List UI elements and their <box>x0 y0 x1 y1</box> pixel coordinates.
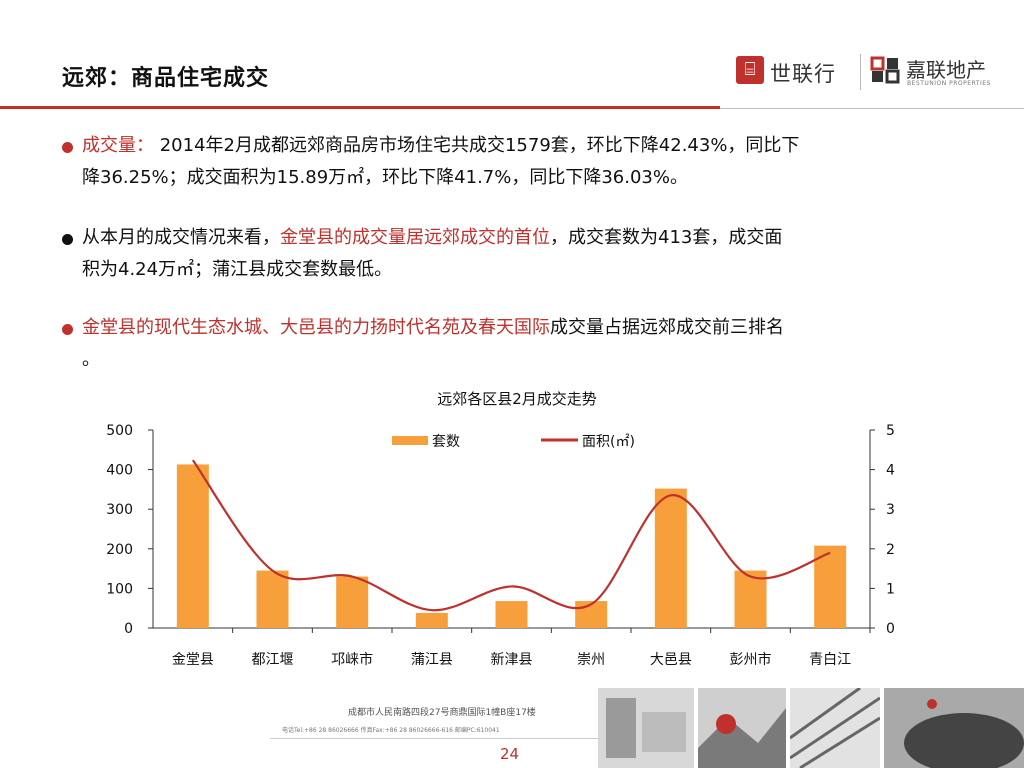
page-number: 24 <box>500 745 520 763</box>
bestunion-logo-text: 嘉联地产 <box>906 58 986 82</box>
footer-contact: 电话Tel:+86 28 86026666 传真Fax:+86 28 86026… <box>282 727 500 734</box>
bullet-text-post: 成交量占据远郊成交前三排名 <box>550 317 784 338</box>
bar <box>415 612 448 628</box>
legend-label-bar: 套数 <box>432 434 460 450</box>
x-tick-label: 大邑县 <box>650 652 692 668</box>
x-tick-label: 金堂县 <box>172 652 214 668</box>
y-tick-label-right: 0 <box>886 621 895 637</box>
x-tick-label: 崇州 <box>577 652 605 668</box>
bullet-text-pre: 从本月的成交情况来看， <box>82 227 280 248</box>
bullet-highlight: 金堂县的现代生态水城、大邑县的力扬时代名苑及春天国际 <box>82 317 550 338</box>
y-tick-label-right: 4 <box>886 463 895 479</box>
photo-thumbnail <box>790 688 880 768</box>
y-tick-label-right: 5 <box>886 423 895 439</box>
shilianhang-logo-text: 世联行 <box>770 62 836 86</box>
legend-swatch-bar <box>392 436 428 445</box>
y-tick-label-left: 500 <box>106 423 133 439</box>
footer-rule <box>270 738 600 739</box>
bullet-text: 从本月的成交情况来看，金堂县的成交量居远郊成交的首位，成交套数为413套，成交面… <box>62 222 972 286</box>
chart-axes: 0 100 200 300 400 500 0 1 2 3 4 5 金堂县 都江堰 邛崃市 蒲江县 新津县 崇州 大… <box>106 423 895 668</box>
bullet-dot-icon <box>62 324 73 335</box>
bar-series <box>176 464 847 628</box>
bar <box>734 570 767 628</box>
photo-thumbnail <box>698 688 786 768</box>
x-tick-label: 蒲江县 <box>411 652 453 668</box>
bullet-ranking: 金堂县的现代生态水城、大邑县的力扬时代名苑及春天国际成交量占据远郊成交前三排名 … <box>62 312 972 376</box>
x-tick-label: 邛崃市 <box>331 651 373 668</box>
bestunion-logo-subtitle: BESTUNION PROPERTIES <box>907 80 991 87</box>
footer-address: 成都市人民南路四段27号商鼎国际1幢B座17楼 <box>348 708 536 718</box>
logo-group: ⌸ 世联行 嘉联地产 BESTUNION PROPERTIES <box>730 52 1000 96</box>
y-tick-label-left: 0 <box>124 621 133 637</box>
bar <box>654 488 687 628</box>
y-tick-label-left: 300 <box>106 502 133 518</box>
slide-title: 远郊：商品住宅成交 <box>62 66 270 91</box>
legend-label-line: 面积(㎡) <box>582 434 635 450</box>
bar <box>814 545 847 628</box>
bullet-line: 降36.25%；成交面积为15.89万㎡，环比下降41.7%，同比下降36.03… <box>82 167 688 188</box>
bullet-line: 2014年2月成都远郊商品房市场住宅共成交1579套，环比下降42.43%，同比… <box>154 135 800 156</box>
chart-title: 远郊各区县2月成交走势 <box>437 390 597 408</box>
bestunion-logo-icon <box>870 56 900 84</box>
bullet-text: 成交量： 2014年2月成都远郊商品房市场住宅共成交1579套，环比下降42.4… <box>62 130 972 194</box>
bullet-dot-icon <box>62 234 73 245</box>
line-series <box>191 459 831 612</box>
bullet-line: 积为4.24万㎡；蒲江县成交套数最低。 <box>82 259 393 280</box>
photo-thumbnail <box>598 688 694 768</box>
shilianhang-logo-icon: ⌸ <box>736 56 764 84</box>
title-accent-rule <box>0 106 720 109</box>
y-tick-label-left: 100 <box>106 581 133 597</box>
photo-thumbnail <box>884 688 1024 768</box>
bullet-situation: 从本月的成交情况来看，金堂县的成交量居远郊成交的首位，成交套数为413套，成交面… <box>62 222 972 286</box>
x-tick-label: 都江堰 <box>252 652 294 668</box>
bar <box>495 601 528 628</box>
bullet-volume: 成交量： 2014年2月成都远郊商品房市场住宅共成交1579套，环比下降42.4… <box>62 130 972 194</box>
bullet-line: 。 <box>82 349 100 370</box>
x-tick-label: 青白江 <box>809 652 851 668</box>
y-tick-label-right: 3 <box>886 502 895 518</box>
bullet-label: 成交量： <box>82 135 154 156</box>
bar <box>336 576 369 628</box>
y-tick-label-right: 1 <box>886 581 895 597</box>
bar <box>176 464 209 628</box>
bullet-text-post: ，成交套数为413套，成交面 <box>550 227 783 248</box>
decorative-photo-strip <box>598 688 1024 768</box>
area-line <box>191 459 831 612</box>
y-tick-label-left: 400 <box>106 463 133 479</box>
x-tick-label: 彭州市 <box>730 651 772 668</box>
combo-chart: 远郊各区县2月成交走势 0 100 200 300 400 500 0 1 2 3 4 5 金堂县 都江堰… <box>106 390 895 668</box>
logo-divider <box>860 54 861 90</box>
bar <box>256 570 289 628</box>
chart-legend: 套数 面积(㎡) <box>392 434 635 450</box>
x-tick-label: 新津县 <box>491 652 533 668</box>
y-tick-label-left: 200 <box>106 542 133 558</box>
bullet-highlight: 金堂县的成交量居远郊成交的首位 <box>280 227 550 248</box>
y-tick-label-right: 2 <box>886 542 895 558</box>
bullet-dot-icon <box>62 142 73 153</box>
bar <box>575 601 608 628</box>
chart-container: 远郊各区县2月成交走势 0 100 200 300 400 500 0 1 2 3 4 5 金堂县 都江堰… <box>0 380 1024 680</box>
bullet-text: 金堂县的现代生态水城、大邑县的力扬时代名苑及春天国际成交量占据远郊成交前三排名 … <box>62 312 972 376</box>
